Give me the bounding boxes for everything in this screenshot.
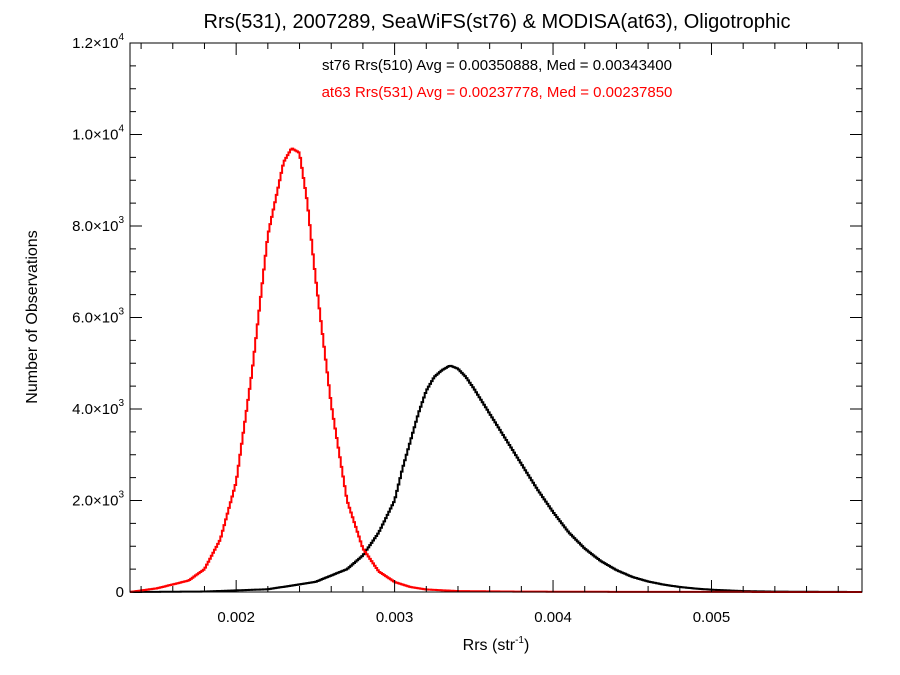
y-tick-label: 8.0×103 — [72, 215, 124, 235]
y-tick-label: 6.0×103 — [72, 307, 124, 327]
plot-frame — [129, 42, 863, 593]
y-tick-label: 0 — [116, 584, 124, 601]
y-tick-exponent: 3 — [118, 490, 124, 501]
y-tick-label: 1.0×104 — [72, 124, 124, 144]
series-layer — [130, 147, 862, 593]
chart-title: Rrs(531), 2007289, SeaWiFS(st76) & MODIS… — [204, 11, 791, 33]
x-axis-label-main: Rrs (str — [463, 637, 516, 654]
x-tick-label: 0.003 — [376, 609, 414, 626]
annotation-at63: at63 Rrs(531) Avg = 0.00237778, Med = 0.… — [322, 84, 673, 101]
y-tick-label: 4.0×103 — [72, 398, 124, 418]
y-tick-exponent: 4 — [118, 124, 124, 135]
y-tick-exponent: 3 — [118, 215, 124, 226]
axis-layer: 0.002 0.003 0.004 0.00502.0×1034.0×1036.0×1… — [72, 32, 862, 626]
y-tick-mantissa: 6.0×10 — [72, 310, 118, 327]
x-tick-label: 0.004 — [534, 609, 572, 626]
x-axis-label-close: ) — [524, 637, 529, 654]
y-tick-mantissa: 1.0×10 — [72, 127, 118, 144]
y-tick-mantissa: 2.0×10 — [72, 493, 118, 510]
x-axis-label: Rrs (str-1) — [463, 635, 530, 654]
y-tick-exponent: 4 — [118, 32, 124, 43]
y-tick-mantissa: 1.2×10 — [72, 35, 118, 52]
y-axis-label: Number of Observations — [24, 230, 41, 403]
y-tick-mantissa: 8.0×10 — [72, 218, 118, 235]
y-tick-label: 1.2×104 — [72, 32, 124, 52]
y-tick-mantissa: 4.0×10 — [72, 401, 118, 418]
x-axis-label-sup: -1 — [515, 635, 524, 646]
y-tick-exponent: 3 — [118, 307, 124, 318]
y-tick-exponent: 3 — [118, 398, 124, 409]
x-tick-label: 0.002 — [217, 609, 255, 626]
y-tick-mantissa: 0 — [116, 584, 124, 601]
series-line-1 — [130, 147, 862, 593]
x-tick-label: 0.005 — [693, 609, 731, 626]
series-line-0 — [130, 364, 862, 593]
annotation-st76: st76 Rrs(510) Avg = 0.00350888, Med = 0.… — [322, 57, 672, 74]
y-tick-label: 2.0×103 — [72, 490, 124, 510]
